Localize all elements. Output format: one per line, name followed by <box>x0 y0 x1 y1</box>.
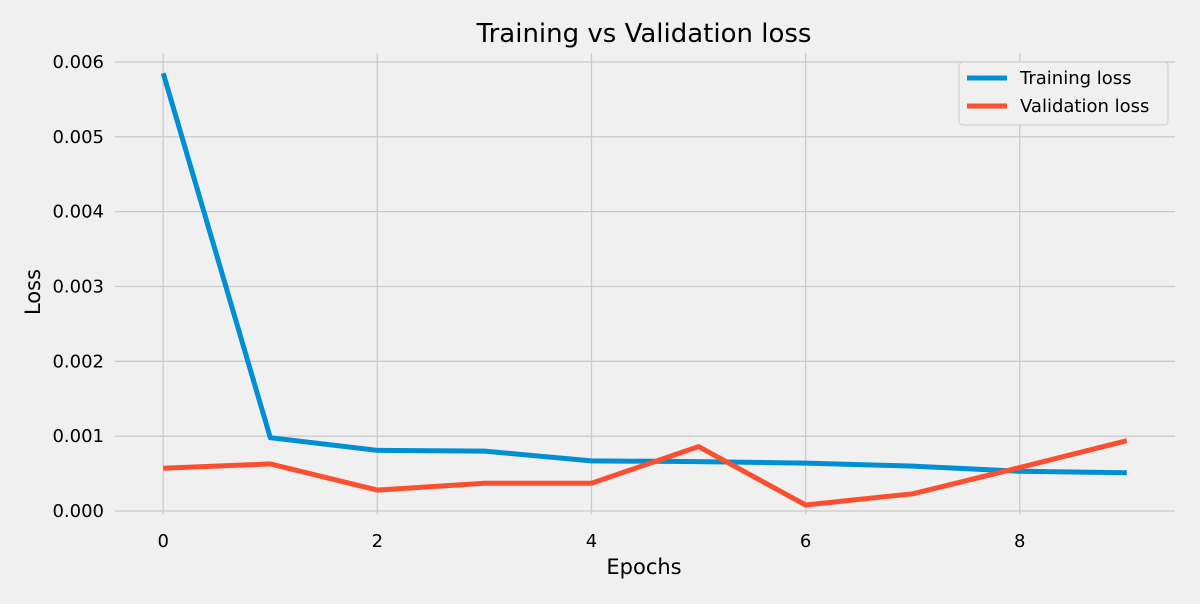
y-tick-label: 0.003 <box>52 276 104 297</box>
x-tick-labels: 0 2 4 6 8 <box>157 531 1025 552</box>
y-tick-label: 0.001 <box>52 426 104 447</box>
series-lines <box>160 72 1128 508</box>
y-tick-label: 0.004 <box>52 202 104 223</box>
chart-title: Training vs Validation loss <box>476 19 812 49</box>
y-axis-title: Loss <box>21 269 45 315</box>
legend: Training loss Validation loss <box>958 61 1169 126</box>
y-tick-label: 0.002 <box>52 351 104 372</box>
y-tick-labels: 0.000 0.001 0.002 0.003 0.004 0.005 0.006 <box>52 52 104 522</box>
grid <box>115 53 1175 514</box>
series-line-validation <box>163 438 1128 508</box>
legend-box <box>958 61 1169 126</box>
x-tick-label: 0 <box>157 531 168 552</box>
x-tick-label: 4 <box>586 531 597 552</box>
x-tick-label: 6 <box>800 531 811 552</box>
x-axis-title: Epochs <box>606 555 681 579</box>
x-tick-label: 2 <box>372 531 383 552</box>
y-tick-label: 0.005 <box>52 127 104 148</box>
y-tick-label: 0.006 <box>52 52 104 73</box>
legend-label-training: Training loss <box>1019 68 1132 89</box>
series-line-training <box>160 72 1127 476</box>
x-tick-label: 8 <box>1014 531 1025 552</box>
y-tick-label: 0.000 <box>52 501 104 522</box>
legend-label-validation: Validation loss <box>1020 96 1149 117</box>
